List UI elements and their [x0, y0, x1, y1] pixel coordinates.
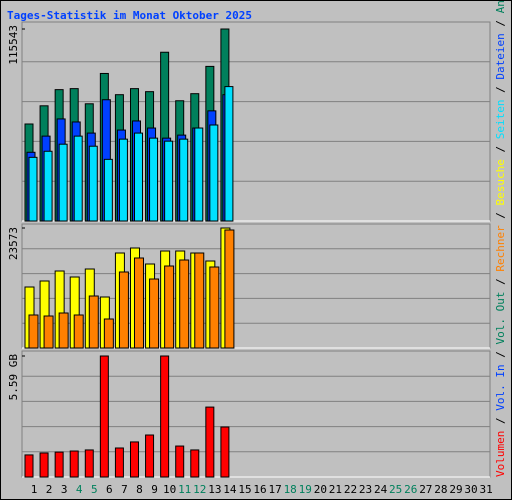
legend-separator: /: [494, 13, 507, 33]
legend-entry: Seiten: [494, 99, 507, 139]
bar: [43, 150, 53, 222]
panels: 115543 23573 5.59 GB: [7, 21, 491, 478]
bar: [54, 451, 64, 478]
legend-separator: /: [494, 272, 507, 292]
bar: [224, 229, 235, 349]
legend-entry: Vol. In: [494, 364, 507, 410]
x-tick-label: 21: [329, 483, 342, 496]
bar: [99, 355, 109, 478]
x-tick-label: 7: [121, 483, 128, 496]
x-tick-label: 27: [419, 483, 432, 496]
x-tick-label: 28: [434, 483, 447, 496]
bar: [179, 259, 190, 349]
bar: [39, 452, 49, 478]
legend-entry: Rechner: [494, 225, 507, 272]
x-tick-label: 24: [374, 483, 388, 496]
x-tick-label: 9: [151, 483, 158, 496]
legend-entry: Dateien: [494, 33, 507, 79]
x-tick-label: 20: [314, 483, 327, 496]
bar: [28, 156, 38, 222]
x-tick-label: 6: [106, 483, 113, 496]
legend-entry: Anfragen: [494, 0, 507, 13]
bar: [224, 86, 234, 222]
x-tick-label: 3: [61, 483, 68, 496]
bar: [209, 124, 219, 222]
chart-title: Tages-Statistik im Monat Oktober 2025: [7, 9, 252, 22]
bar: [179, 138, 189, 222]
x-tick-label: 16: [253, 483, 266, 496]
bar: [133, 132, 143, 222]
x-tick-label: 15: [238, 483, 251, 496]
bar: [84, 449, 94, 478]
bar: [73, 314, 84, 349]
x-tick-label: 1: [31, 483, 38, 496]
bar: [73, 135, 83, 222]
x-tick-label: 18: [284, 483, 297, 496]
bar: [43, 315, 54, 349]
bar: [164, 265, 175, 349]
x-tick-label: 19: [299, 483, 312, 496]
x-tick-label: 4: [76, 483, 83, 496]
x-tick-label: 14: [223, 483, 237, 496]
x-tick-label: 30: [464, 483, 477, 496]
bar: [205, 406, 215, 478]
bar: [103, 318, 114, 349]
x-tick-label: 17: [268, 483, 281, 496]
x-tick-label: 8: [136, 483, 143, 496]
bar: [129, 441, 139, 478]
bar: [160, 355, 170, 478]
bar: [24, 454, 34, 478]
bar: [58, 312, 69, 349]
bar: [118, 138, 128, 222]
bar: [149, 278, 160, 349]
bar: [88, 295, 99, 349]
bar: [88, 145, 98, 222]
legend-entry: Volumen: [494, 431, 507, 477]
x-tick-label: 23: [359, 483, 372, 496]
bar: [114, 447, 124, 478]
legend-entry: Vol. Out: [494, 292, 507, 345]
bar: [133, 257, 144, 349]
bar: [190, 449, 200, 478]
x-tick-label: 22: [344, 483, 357, 496]
bar: [118, 271, 129, 349]
bar: [194, 252, 205, 349]
bar: [58, 143, 68, 222]
x-tick-label: 29: [449, 483, 462, 496]
y-tick-label: 5.59 GB: [7, 354, 20, 401]
bar: [149, 137, 159, 222]
bar: [164, 140, 174, 222]
bar: [28, 314, 39, 349]
x-tick-label: 26: [404, 483, 417, 496]
legend-separator: /: [494, 139, 507, 159]
bar: [145, 434, 155, 478]
legend-separator: /: [494, 205, 507, 225]
bar: [209, 266, 220, 349]
x-tick-label: 10: [163, 483, 176, 496]
legend: Volumen / Vol. In / Vol. Out / Rechner /…: [494, 0, 507, 477]
x-tick-label: 25: [389, 483, 402, 496]
y-tick-label: 115543: [7, 25, 20, 65]
x-tick-label: 12: [193, 483, 206, 496]
x-tick-label: 13: [208, 483, 221, 496]
x-tick-label: 31: [479, 483, 492, 496]
legend-separator: /: [494, 80, 507, 100]
legend-separator: /: [494, 411, 507, 431]
bar: [103, 158, 113, 222]
legend-separator: /: [494, 345, 507, 365]
bar: [220, 426, 230, 478]
x-tick-label: 5: [91, 483, 98, 496]
bar: [194, 127, 204, 222]
legend-entry: Besuche: [494, 159, 507, 205]
x-tick-label: 11: [178, 483, 191, 496]
y-tick-label: 23573: [7, 227, 20, 260]
x-tick-label: 2: [46, 483, 53, 496]
bar: [69, 450, 79, 478]
bar: [175, 445, 185, 478]
